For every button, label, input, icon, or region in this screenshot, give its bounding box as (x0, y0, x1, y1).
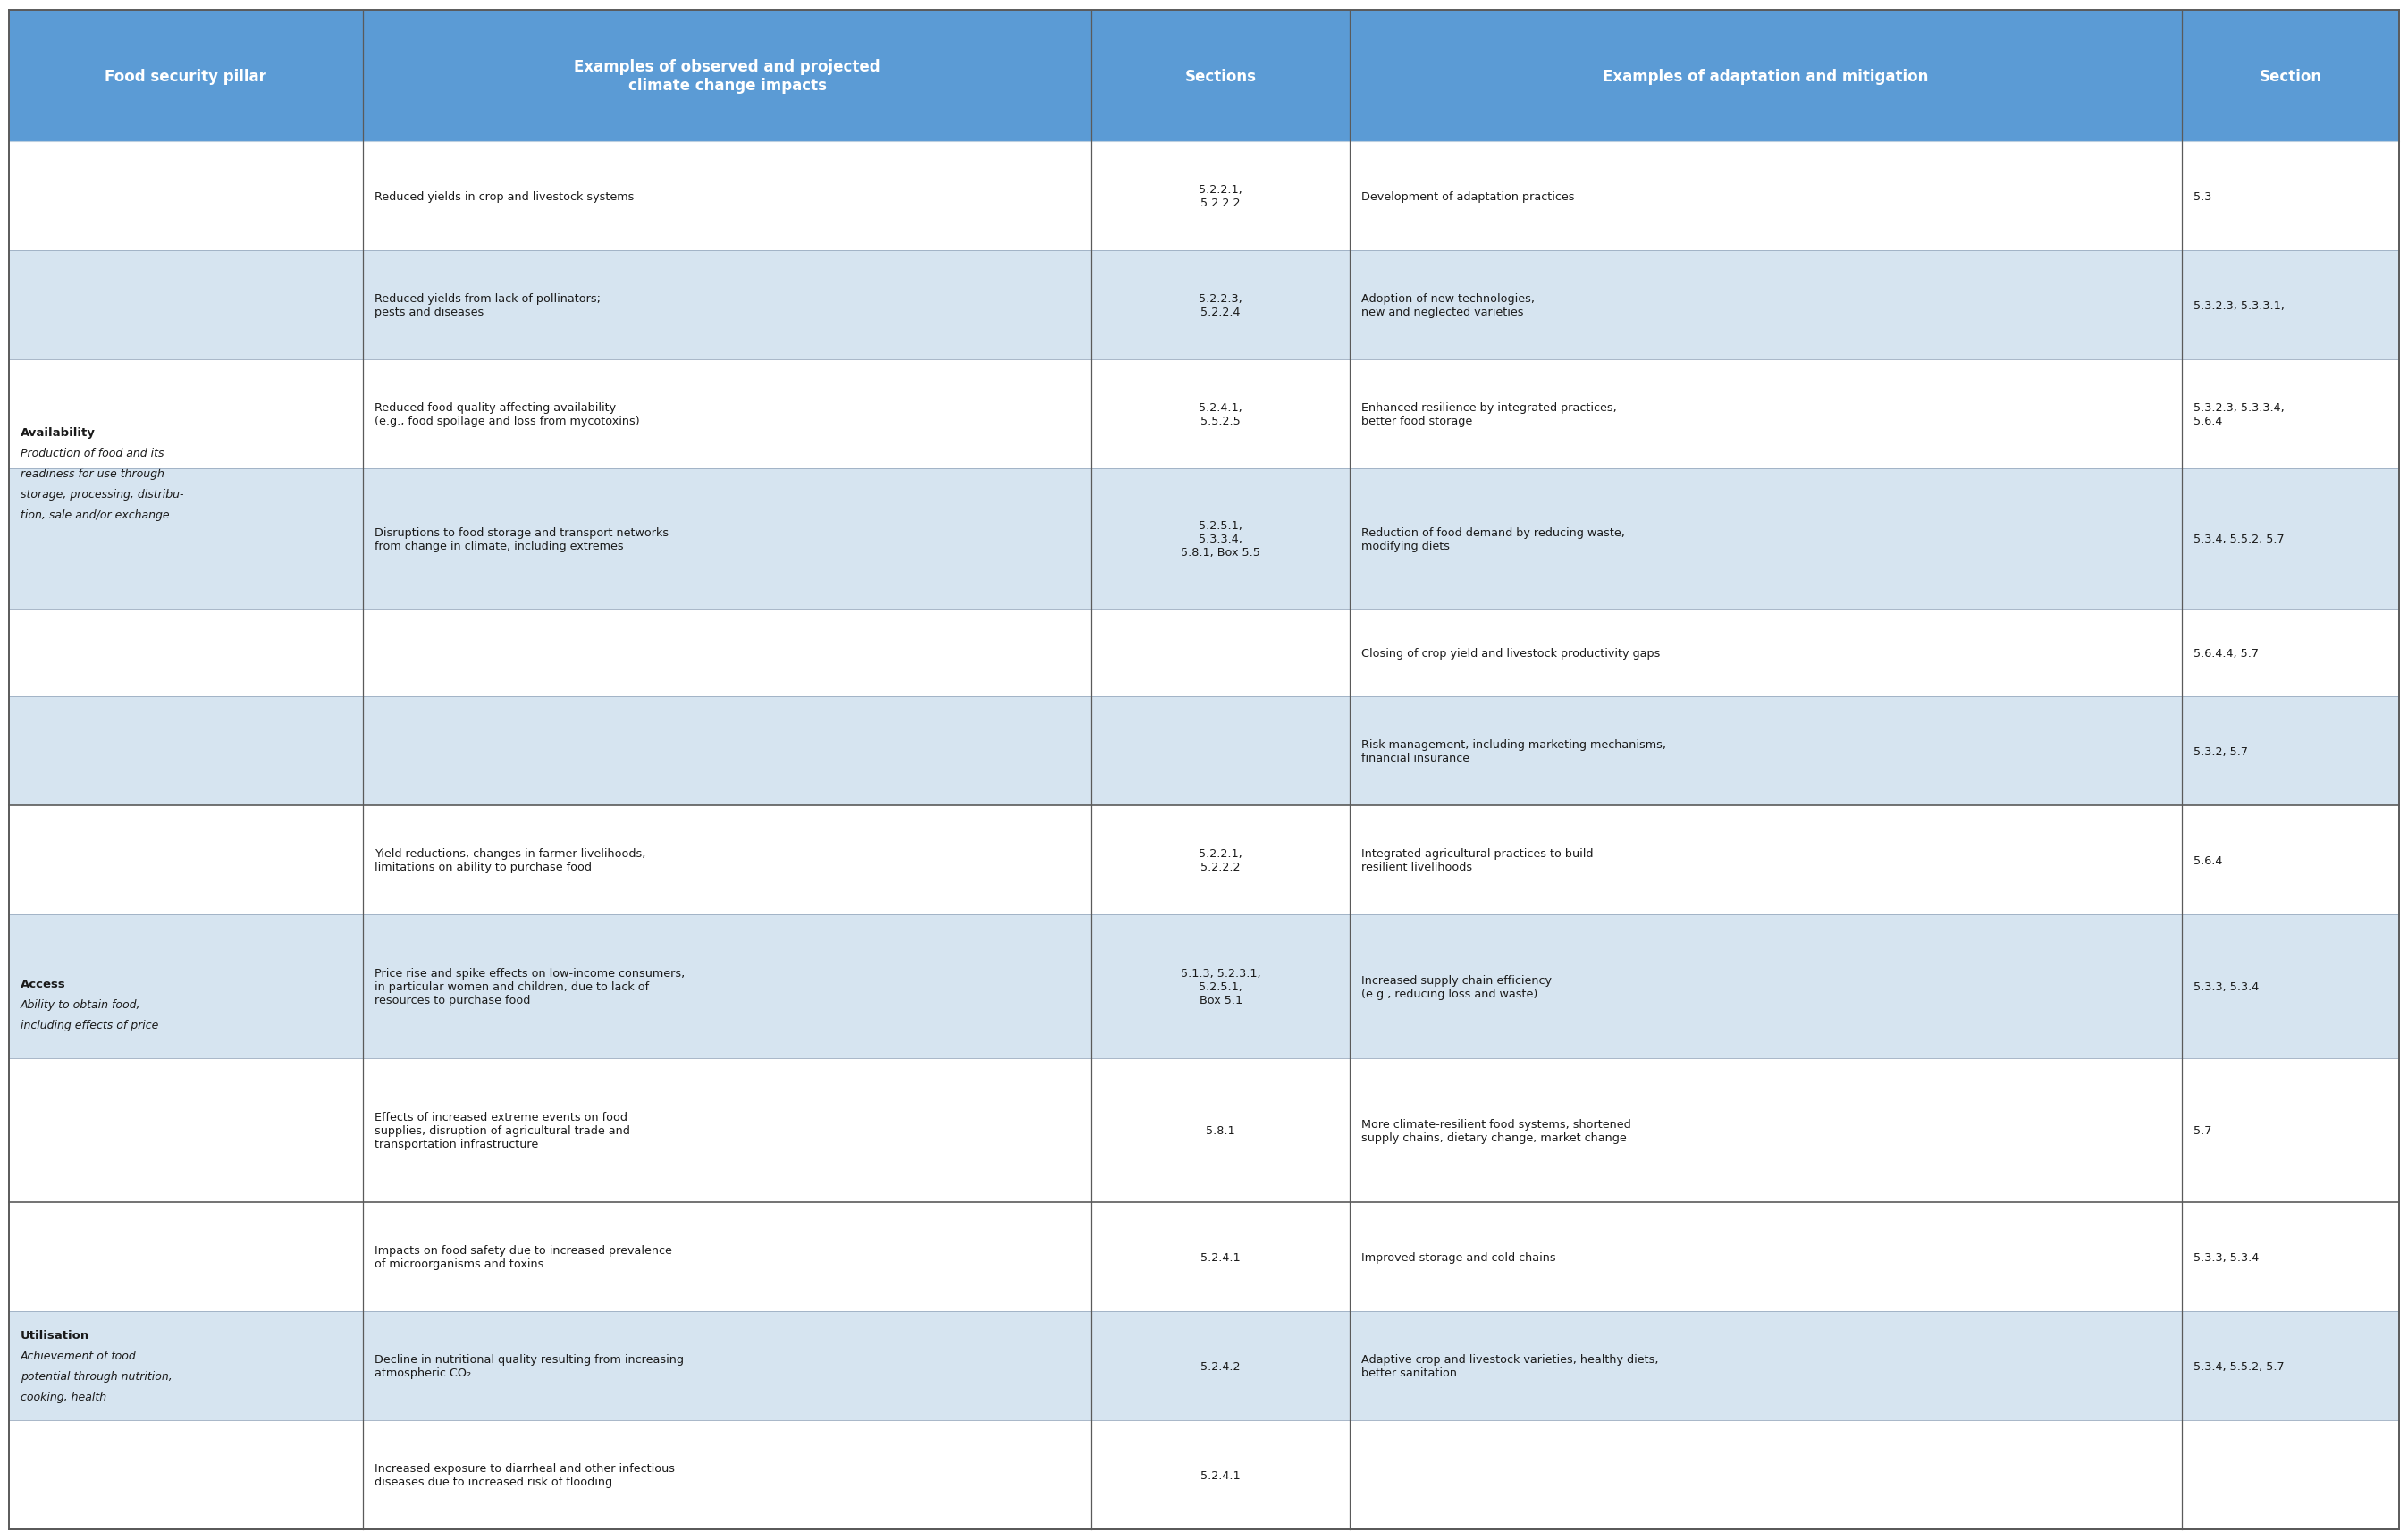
Text: Decline in nutritional quality resulting from increasing
atmospheric CO₂: Decline in nutritional quality resulting… (373, 1354, 684, 1378)
Text: Disruptions to food storage and transport networks
from change in climate, inclu: Disruptions to food storage and transpor… (373, 527, 669, 551)
Text: 5.2.4.1: 5.2.4.1 (1202, 1252, 1240, 1263)
Text: storage, processing, distribu-: storage, processing, distribu- (22, 488, 183, 500)
Bar (10, 1312, 2398, 1420)
Bar (10, 805, 2398, 915)
Text: Adoption of new technologies,
new and neglected varieties: Adoption of new technologies, new and ne… (1361, 293, 1534, 319)
Text: 5.2.2.1,
5.2.2.2: 5.2.2.1, 5.2.2.2 (1199, 849, 1243, 873)
Text: Development of adaptation practices: Development of adaptation practices (1361, 191, 1575, 203)
Text: Adaptive crop and livestock varieties, healthy diets,
better sanitation: Adaptive crop and livestock varieties, h… (1361, 1354, 1659, 1378)
Text: Examples of adaptation and mitigation: Examples of adaptation and mitigation (1604, 68, 1929, 85)
Text: 5.3.3, 5.3.4: 5.3.3, 5.3.4 (2194, 1252, 2259, 1263)
Text: Effects of increased extreme events on food
supplies, disruption of agricultural: Effects of increased extreme events on f… (373, 1112, 631, 1150)
Text: Examples of observed and projected
climate change impacts: Examples of observed and projected clima… (573, 59, 881, 94)
Text: Increased exposure to diarrheal and other infectious
diseases due to increased r: Increased exposure to diarrheal and othe… (373, 1463, 674, 1488)
Text: cooking, health: cooking, health (22, 1391, 106, 1403)
Text: 5.2.4.1,
5.5.2.5: 5.2.4.1, 5.5.2.5 (1199, 402, 1243, 427)
Bar (10, 360, 2398, 468)
Text: Closing of crop yield and livestock productivity gaps: Closing of crop yield and livestock prod… (1361, 647, 1659, 659)
Bar (10, 251, 2398, 360)
Text: Improved storage and cold chains: Improved storage and cold chains (1361, 1252, 1556, 1263)
Bar (10, 915, 2398, 1060)
Text: Price rise and spike effects on low-income consumers,
in particular women and ch: Price rise and spike effects on low-inco… (373, 967, 684, 1006)
Text: Access: Access (22, 978, 65, 990)
Text: 5.3.2, 5.7: 5.3.2, 5.7 (2194, 745, 2247, 758)
Text: readiness for use through: readiness for use through (22, 468, 164, 480)
Text: 5.8.1: 5.8.1 (1206, 1124, 1235, 1137)
Text: More climate-resilient food systems, shortened
supply chains, dietary change, ma: More climate-resilient food systems, sho… (1361, 1118, 1630, 1143)
Text: Utilisation: Utilisation (22, 1329, 89, 1341)
Text: tion, sale and/or exchange: tion, sale and/or exchange (22, 510, 169, 521)
Text: Risk management, including marketing mechanisms,
financial insurance: Risk management, including marketing mec… (1361, 739, 1666, 764)
Text: 5.2.4.1: 5.2.4.1 (1202, 1469, 1240, 1480)
Text: 5.2.2.3,
5.2.2.4: 5.2.2.3, 5.2.2.4 (1199, 293, 1243, 319)
Text: Reduced food quality affecting availability
(e.g., food spoilage and loss from m: Reduced food quality affecting availabil… (373, 402, 641, 427)
Text: Reduction of food demand by reducing waste,
modifying diets: Reduction of food demand by reducing was… (1361, 527, 1625, 551)
Bar (10, 610, 2398, 698)
Text: 5.3: 5.3 (2194, 191, 2211, 203)
Text: 5.7: 5.7 (2194, 1124, 2211, 1137)
Text: Section: Section (2259, 68, 2321, 85)
Text: 5.1.3, 5.2.3.1,
5.2.5.1,
Box 5.1: 5.1.3, 5.2.3.1, 5.2.5.1, Box 5.1 (1180, 967, 1262, 1006)
Text: Impacts on food safety due to increased prevalence
of microorganisms and toxins: Impacts on food safety due to increased … (373, 1244, 672, 1269)
Text: Sections: Sections (1185, 68, 1257, 85)
Bar (10, 1060, 2398, 1203)
Text: 5.6.4.4, 5.7: 5.6.4.4, 5.7 (2194, 647, 2259, 659)
Bar (10, 698, 2398, 805)
Bar (10, 11, 2398, 142)
Text: Yield reductions, changes in farmer livelihoods,
limitations on ability to purch: Yield reductions, changes in farmer live… (373, 849, 645, 873)
Text: 5.3.4, 5.5.2, 5.7: 5.3.4, 5.5.2, 5.7 (2194, 1360, 2285, 1372)
Text: 5.6.4: 5.6.4 (2194, 855, 2223, 865)
Text: 5.3.4, 5.5.2, 5.7: 5.3.4, 5.5.2, 5.7 (2194, 533, 2285, 545)
Text: Food security pillar: Food security pillar (106, 68, 267, 85)
Text: Achievement of food: Achievement of food (22, 1351, 137, 1361)
Text: Availability: Availability (22, 427, 96, 439)
Bar (10, 142, 2398, 251)
Text: Increased supply chain efficiency
(e.g., reducing loss and waste): Increased supply chain efficiency (e.g.,… (1361, 975, 1551, 999)
Text: 5.2.2.1,
5.2.2.2: 5.2.2.1, 5.2.2.2 (1199, 185, 1243, 209)
Text: 5.2.4.2: 5.2.4.2 (1202, 1360, 1240, 1372)
Text: including effects of price: including effects of price (22, 1019, 159, 1030)
Text: 5.3.3, 5.3.4: 5.3.3, 5.3.4 (2194, 981, 2259, 993)
Bar (10, 468, 2398, 610)
Text: Reduced yields in crop and livestock systems: Reduced yields in crop and livestock sys… (373, 191, 633, 203)
Text: 5.3.2.3, 5.3.3.1,: 5.3.2.3, 5.3.3.1, (2194, 300, 2285, 311)
Text: 5.3.2.3, 5.3.3.4,
5.6.4: 5.3.2.3, 5.3.3.4, 5.6.4 (2194, 402, 2285, 427)
Text: potential through nutrition,: potential through nutrition, (22, 1371, 173, 1381)
Text: Integrated agricultural practices to build
resilient livelihoods: Integrated agricultural practices to bui… (1361, 849, 1594, 873)
Text: Reduced yields from lack of pollinators;
pests and diseases: Reduced yields from lack of pollinators;… (373, 293, 600, 319)
Text: 5.2.5.1,
5.3.3.4,
5.8.1, Box 5.5: 5.2.5.1, 5.3.3.4, 5.8.1, Box 5.5 (1180, 521, 1259, 559)
Bar (10, 1203, 2398, 1312)
Text: Ability to obtain food,: Ability to obtain food, (22, 998, 140, 1010)
Bar (10, 1420, 2398, 1529)
Text: Production of food and its: Production of food and its (22, 448, 164, 459)
Text: Enhanced resilience by integrated practices,
better food storage: Enhanced resilience by integrated practi… (1361, 402, 1616, 427)
